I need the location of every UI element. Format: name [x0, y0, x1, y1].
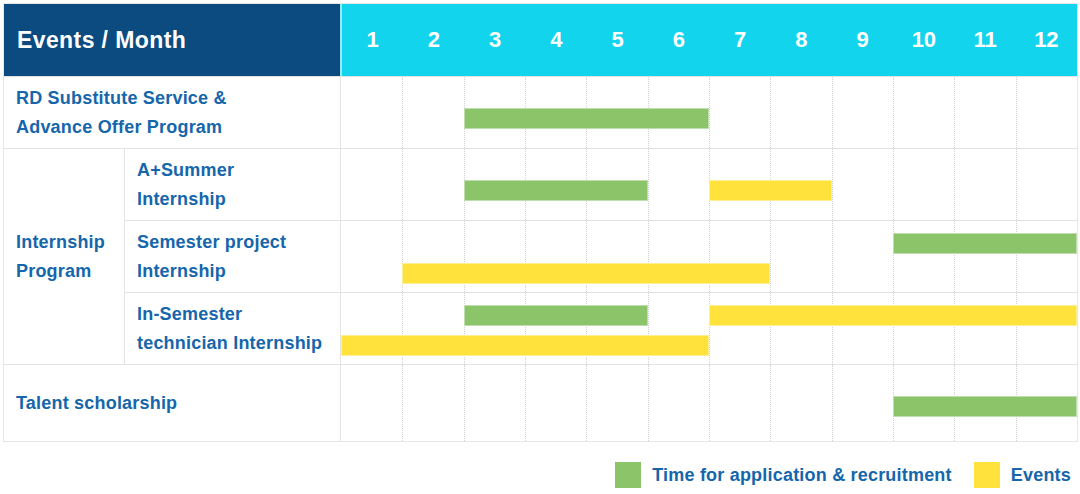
month-gridline	[402, 77, 403, 148]
month-gridline	[709, 365, 710, 441]
chart-row-in-semester	[340, 292, 1077, 364]
legend-item-application: Time for application & recruitment	[615, 462, 952, 488]
month-header-11: 11	[955, 4, 1016, 76]
gantt-bar-application	[464, 305, 648, 326]
month-gridline	[648, 365, 649, 441]
chart-row-rd-program	[340, 76, 1077, 148]
events-month-header-label: Events / Month	[17, 27, 186, 54]
legend-label-application: Time for application & recruitment	[652, 465, 952, 486]
gantt-bar-events	[341, 335, 709, 356]
gantt-bar-application	[464, 180, 648, 201]
month-header-10: 10	[893, 4, 954, 76]
gantt-bar-application	[464, 108, 709, 129]
month-gridline	[770, 77, 771, 148]
month-gridline	[832, 77, 833, 148]
month-gridline	[893, 149, 894, 220]
month-gridline	[1016, 77, 1017, 148]
application-swatch-icon	[615, 462, 641, 488]
month-header-8: 8	[771, 4, 832, 76]
month-gridline	[893, 221, 894, 292]
month-gridline	[770, 293, 771, 364]
month-gridline	[893, 293, 894, 364]
gantt-bar-application	[893, 233, 1077, 254]
month-header-12: 12	[1016, 4, 1077, 76]
row-label-talent-scholarship: Talent scholarship	[4, 364, 340, 441]
gantt-bar-events	[709, 305, 1077, 326]
month-gridline	[1016, 221, 1017, 292]
month-gridline	[525, 365, 526, 441]
legend-label-events: Events	[1011, 465, 1071, 486]
month-header-row: 123456789101112	[340, 4, 1077, 76]
events-month-header-cell: Events / Month	[4, 4, 340, 76]
gantt-bar-events	[402, 263, 770, 284]
month-header-9: 9	[832, 4, 893, 76]
month-gridline	[586, 365, 587, 441]
month-header-4: 4	[526, 4, 587, 76]
chart-row-a-plus-summer	[340, 148, 1077, 220]
month-gridline	[402, 365, 403, 441]
gantt-table: Events / Month 123456789101112 RD Substi…	[4, 4, 1077, 441]
month-header-3: 3	[465, 4, 526, 76]
month-gridline	[709, 77, 710, 148]
legend: Time for application & recruitment Event…	[615, 462, 1071, 488]
gantt-bar-events	[709, 180, 832, 201]
events-swatch-icon	[974, 462, 1000, 488]
row-label-a-plus-summer: A+Summer Internship	[124, 148, 340, 220]
month-gridline	[954, 149, 955, 220]
month-gridline	[954, 221, 955, 292]
group-label-internship-program: Internship Program	[4, 148, 124, 364]
legend-item-events: Events	[974, 462, 1071, 488]
month-gridline	[832, 221, 833, 292]
gantt-bar-application	[893, 396, 1077, 417]
month-gridline	[954, 77, 955, 148]
month-gridline	[954, 293, 955, 364]
chart-row-semester-project	[340, 220, 1077, 292]
month-gridline	[402, 149, 403, 220]
month-gridline	[832, 365, 833, 441]
month-header-6: 6	[648, 4, 709, 76]
chart-row-talent-scholarship	[340, 364, 1077, 441]
month-gridline	[770, 221, 771, 292]
month-gridline	[893, 77, 894, 148]
row-label-semester-project: Semester project Internship	[124, 220, 340, 292]
gantt-schedule-page: Events / Month 123456789101112 RD Substi…	[0, 0, 1080, 494]
month-header-5: 5	[587, 4, 648, 76]
month-gridline	[1016, 149, 1017, 220]
month-gridline	[648, 149, 649, 220]
month-header-7: 7	[710, 4, 771, 76]
month-gridline	[832, 293, 833, 364]
month-gridline	[709, 293, 710, 364]
month-header-1: 1	[342, 4, 403, 76]
month-gridline	[1016, 293, 1017, 364]
month-gridline	[464, 365, 465, 441]
month-gridline	[770, 365, 771, 441]
row-label-rd-program: RD Substitute Service & Advance Offer Pr…	[4, 76, 340, 148]
month-gridline	[832, 149, 833, 220]
month-header-2: 2	[403, 4, 464, 76]
row-label-in-semester: In-Semester technician Internship	[124, 292, 340, 364]
